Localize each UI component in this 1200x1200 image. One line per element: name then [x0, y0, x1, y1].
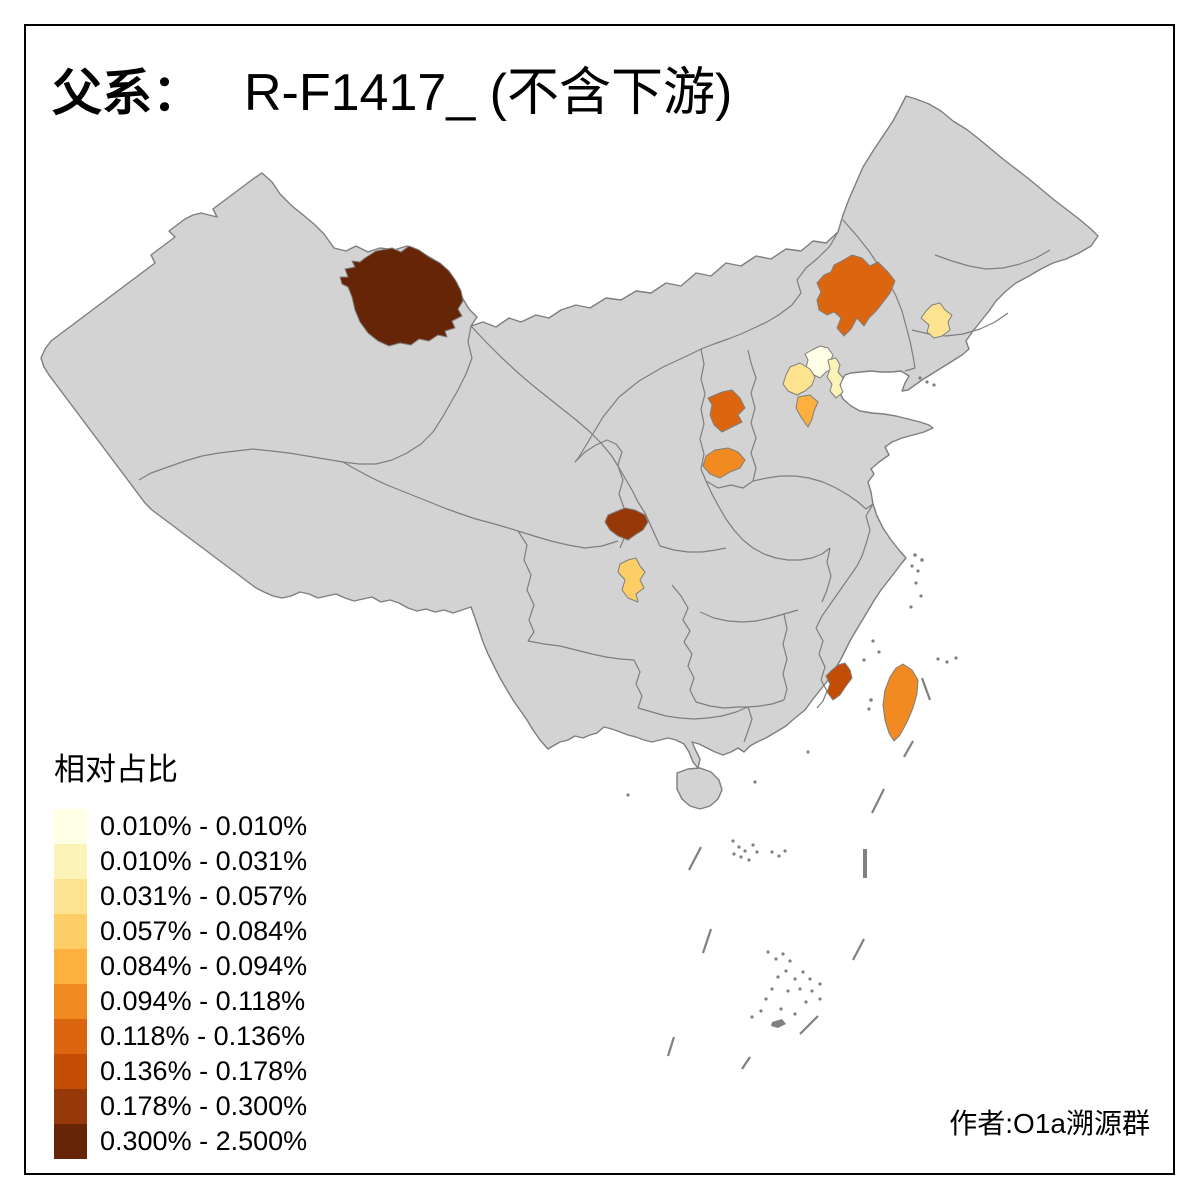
legend-swatch [54, 809, 87, 844]
legend-label: 0.010% - 0.031% [100, 846, 308, 876]
legend-swatch [54, 914, 87, 949]
hainan-island [676, 767, 723, 810]
legend-swatch [54, 1089, 87, 1124]
legend-label: 0.178% - 0.300% [100, 1091, 308, 1121]
legend-swatch [54, 1124, 87, 1159]
title-prefix: 父系： [52, 65, 202, 121]
legend-swatch [54, 844, 87, 879]
legend-label: 0.057% - 0.084% [100, 916, 308, 946]
legend-label: 0.031% - 0.057% [100, 881, 308, 911]
title-haplogroup: R-F1417_ (不含下游) [244, 64, 733, 122]
legend-swatch [54, 1054, 87, 1089]
legend-title: 相对占比 [54, 752, 178, 787]
province-borders [138, 219, 1051, 743]
region-shanxi-west [707, 389, 746, 433]
legend-item: 0.057% - 0.084% [54, 914, 307, 949]
legend-label: 0.084% - 0.094% [100, 951, 308, 981]
region-tianjin [826, 357, 844, 399]
legend: 相对占比 0.010% - 0.010% 0.010% - 0.031% 0.031… [54, 744, 307, 1159]
region-sichuan-north [617, 557, 646, 603]
legend-label: 0.094% - 0.118% [100, 986, 306, 1016]
legend-item: 0.010% - 0.031% [54, 844, 307, 879]
region-inner-mongolia-east [816, 254, 896, 337]
legend-label: 0.118% - 0.136% [100, 1021, 306, 1051]
legend-label: 0.010% - 0.010% [100, 811, 308, 841]
region-fujian-coast [825, 662, 853, 701]
sea-islands [626, 376, 958, 1028]
region-taiwan-island [882, 663, 919, 742]
region-xinjiang-north [339, 245, 464, 347]
region-shanxi-south [702, 447, 746, 479]
page-title: 父系： R-F1417_ (不含下游) [52, 50, 732, 125]
legend-item: 0.136% - 0.178% [54, 1054, 307, 1089]
legend-item: 0.300% - 2.500% [54, 1124, 307, 1159]
legend-swatch [54, 879, 87, 914]
legend-label: 0.136% - 0.178% [100, 1056, 308, 1086]
choropleth-regions [339, 245, 953, 742]
legend-item: 0.178% - 0.300% [54, 1089, 307, 1124]
region-hebei-central [782, 362, 816, 396]
legend-item: 0.031% - 0.057% [54, 879, 307, 914]
legend-label: 0.300% - 2.500% [100, 1126, 308, 1156]
legend-swatch [54, 984, 87, 1019]
legend-item: 0.094% - 0.118% [54, 984, 307, 1019]
legend-swatch [54, 949, 87, 984]
legend-item: 0.010% - 0.010% [54, 809, 307, 844]
legend-item: 0.084% - 0.094% [54, 949, 307, 984]
region-gansu-southeast [604, 507, 649, 541]
legend-swatch [54, 1019, 87, 1054]
region-liaoning-west [920, 302, 953, 339]
mainland-outline [40, 95, 1099, 769]
legend-items: 0.010% - 0.010% 0.010% - 0.031% 0.031% - 0… [54, 809, 307, 1159]
region-hebei-south [795, 394, 819, 428]
dash-line [666, 677, 932, 1070]
attribution-text: 作者:O1a溯源群 [949, 1108, 1150, 1139]
mainland [40, 95, 1099, 810]
region-beijing [804, 345, 834, 379]
legend-item: 0.118% - 0.136% [54, 1019, 307, 1054]
